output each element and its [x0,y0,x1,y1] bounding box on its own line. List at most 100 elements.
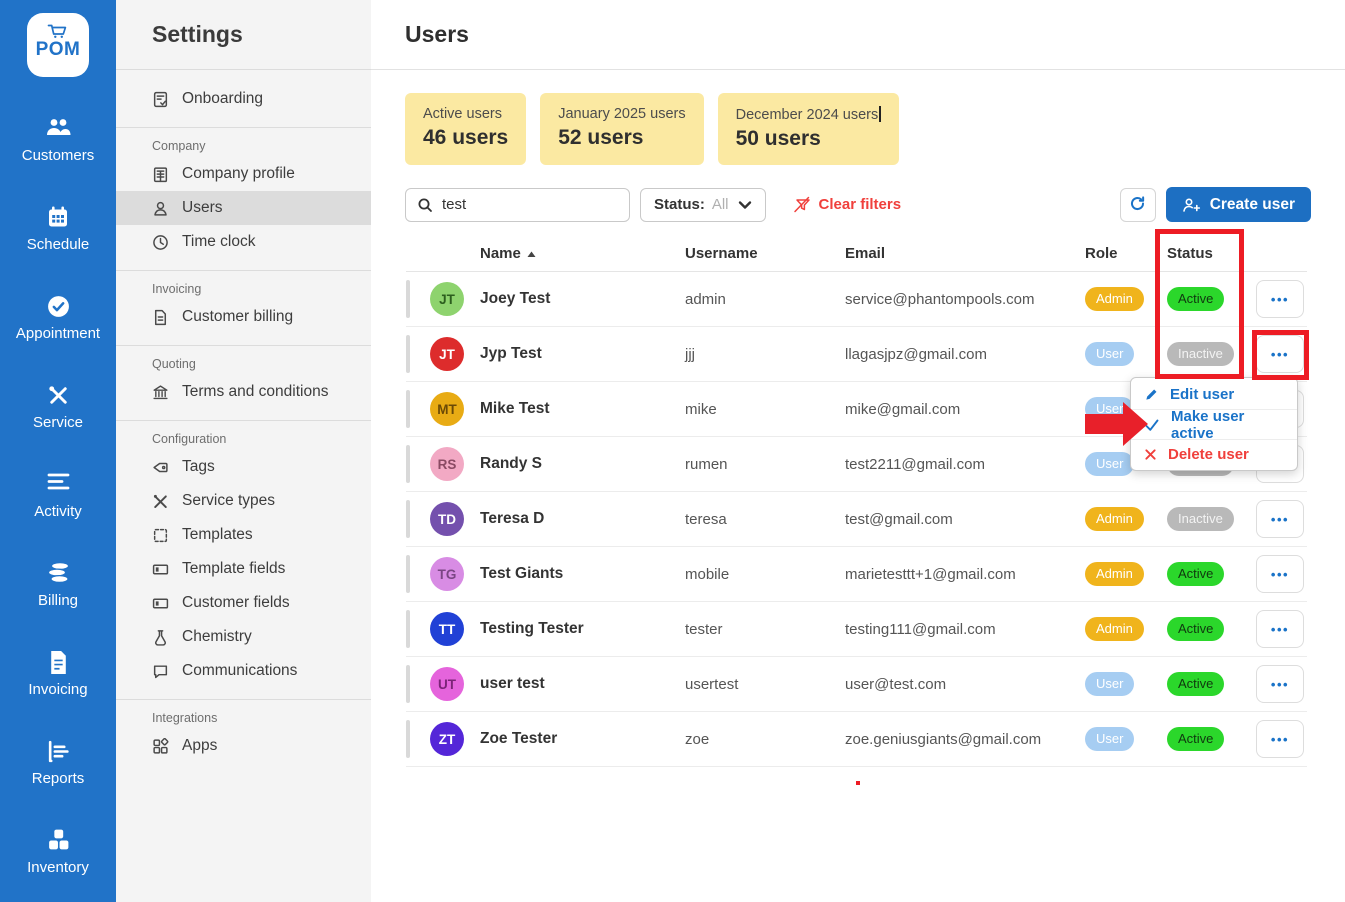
text-cursor [879,106,881,122]
user-name: Zoe Tester [480,730,685,748]
create-user-button[interactable]: Create user [1166,187,1311,222]
role-badge: Admin [1085,507,1144,531]
settings-item-tags[interactable]: Tags [116,450,371,484]
avatar: JT [430,337,464,371]
nav-rail-item-reports[interactable]: Reports [0,718,116,807]
settings-item-template-fields[interactable]: Template fields [116,552,371,586]
reports-icon [46,739,71,763]
table-row: UT user test usertest user@test.com User… [406,657,1307,712]
nav-rail-item-activity[interactable]: Activity [0,451,116,540]
settings-item-company-profile[interactable]: Company profile [116,157,371,191]
nav-rail-item-customers[interactable]: Customers [0,95,116,184]
settings-item-customer-fields[interactable]: Customer fields [116,586,371,620]
nav-rail-item-invoicing[interactable]: Invoicing [0,629,116,718]
status-badge: Active [1167,562,1224,586]
search-icon [417,197,433,213]
settings-item-apps[interactable]: Apps [116,729,371,763]
nav-rail-item-label: Activity [34,503,82,520]
settings-item-customer-billing[interactable]: Customer billing [116,300,371,334]
table-row: JT Joey Test admin service@phantompools.… [406,272,1307,327]
user-email: mike@gmail.com [845,401,1085,418]
settings-item-service-types[interactable]: Service types [116,484,371,518]
row-actions-button[interactable]: ••• [1256,500,1304,538]
row-actions-button[interactable]: ••• [1256,280,1304,318]
settings-section-label: Integrations [116,711,371,725]
row-actions-button[interactable]: ••• [1256,610,1304,648]
row-drag-handle [406,335,410,373]
context-menu-item-edit-user[interactable]: Edit user [1131,379,1297,409]
settings-section-label: Company [116,139,371,153]
context-menu-item-label: Delete user [1168,446,1249,463]
column-header-username[interactable]: Username [685,245,845,262]
context-menu-item-delete-user[interactable]: Delete user [1131,439,1297,469]
settings-item-label: Users [182,199,222,217]
status-badge: Inactive [1167,342,1234,366]
user-name: Teresa D [480,510,685,528]
chat-icon [152,663,169,680]
role-badge: Admin [1085,617,1144,641]
status-filter[interactable]: Status: All [640,188,766,222]
row-actions-button[interactable]: ••• [1256,665,1304,703]
settings-item-communications[interactable]: Communications [116,654,371,688]
status-badge: Active [1167,287,1224,311]
settings-item-onboarding[interactable]: Onboarding [116,82,371,116]
row-actions-button[interactable]: ••• [1256,555,1304,593]
settings-item-templates[interactable]: Templates [116,518,371,552]
column-header-email[interactable]: Email [845,245,1085,262]
nav-rail-item-service[interactable]: Service [0,362,116,451]
app-logo-text: POM [36,39,81,61]
settings-item-label: Customer billing [182,308,293,326]
pencil-icon [1144,387,1159,402]
settings-divider [116,127,371,128]
user-email: llagasjpz@gmail.com [845,346,1085,363]
settings-item-label: Service types [182,492,275,510]
create-user-label: Create user [1210,196,1295,214]
avatar: TD [430,502,464,536]
refresh-button[interactable] [1120,188,1156,222]
settings-item-label: Company profile [182,165,295,183]
nav-rail-item-label: Invoicing [28,681,87,698]
refresh-icon [1129,195,1146,215]
settings-item-users[interactable]: Users [116,191,371,225]
filter-row: Status: All Clear filters Create user [405,187,1311,222]
settings-item-time-clock[interactable]: Time clock [116,225,371,259]
settings-section-label: Invoicing [116,282,371,296]
document-icon [152,309,169,326]
nav-rail-item-billing[interactable]: Billing [0,540,116,629]
settings-item-terms-and-conditions[interactable]: Terms and conditions [116,375,371,409]
settings-section-label: Quoting [116,357,371,371]
stat-card-label: January 2025 users [558,106,685,122]
stats-row: Active users 46 users January 2025 users… [405,93,1345,165]
user-name: Test Giants [480,565,685,583]
nav-rail-item-schedule[interactable]: Schedule [0,184,116,273]
nav-rail-item-inventory[interactable]: Inventory [0,807,116,896]
app-logo[interactable]: POM [27,13,89,77]
nav-rail-item-appointment[interactable]: Appointment [0,273,116,362]
avatar: UT [430,667,464,701]
user-username: mike [685,401,845,418]
stat-card: Active users 46 users [405,93,526,165]
nav-rail-item-label: Service [33,414,83,431]
onboarding-icon [152,91,169,108]
search-input[interactable] [442,196,618,213]
role-badge: User [1085,452,1134,476]
status-badge: Active [1167,727,1224,751]
row-actions-button[interactable]: ••• [1256,720,1304,758]
role-badge: User [1085,672,1134,696]
column-header-status[interactable]: Status [1167,245,1256,262]
user-username: usertest [685,676,845,693]
page-title: Users [405,21,469,48]
settings-title: Settings [116,0,371,70]
settings-item-chemistry[interactable]: Chemistry [116,620,371,654]
user-username: tester [685,621,845,638]
template-fields-icon [152,561,169,578]
clear-filters-button[interactable]: Clear filters [793,196,902,213]
invoicing-icon [48,650,69,674]
row-actions-button[interactable]: ••• [1256,335,1304,373]
nav-rail-item-label: Reports [32,770,85,787]
column-header-role[interactable]: Role [1085,245,1167,262]
context-menu-item-make-user-active[interactable]: Make user active [1131,409,1297,439]
column-header-name[interactable]: Name [480,245,685,262]
avatar: RS [430,447,464,481]
nav-rail-item-label: Inventory [27,859,89,876]
